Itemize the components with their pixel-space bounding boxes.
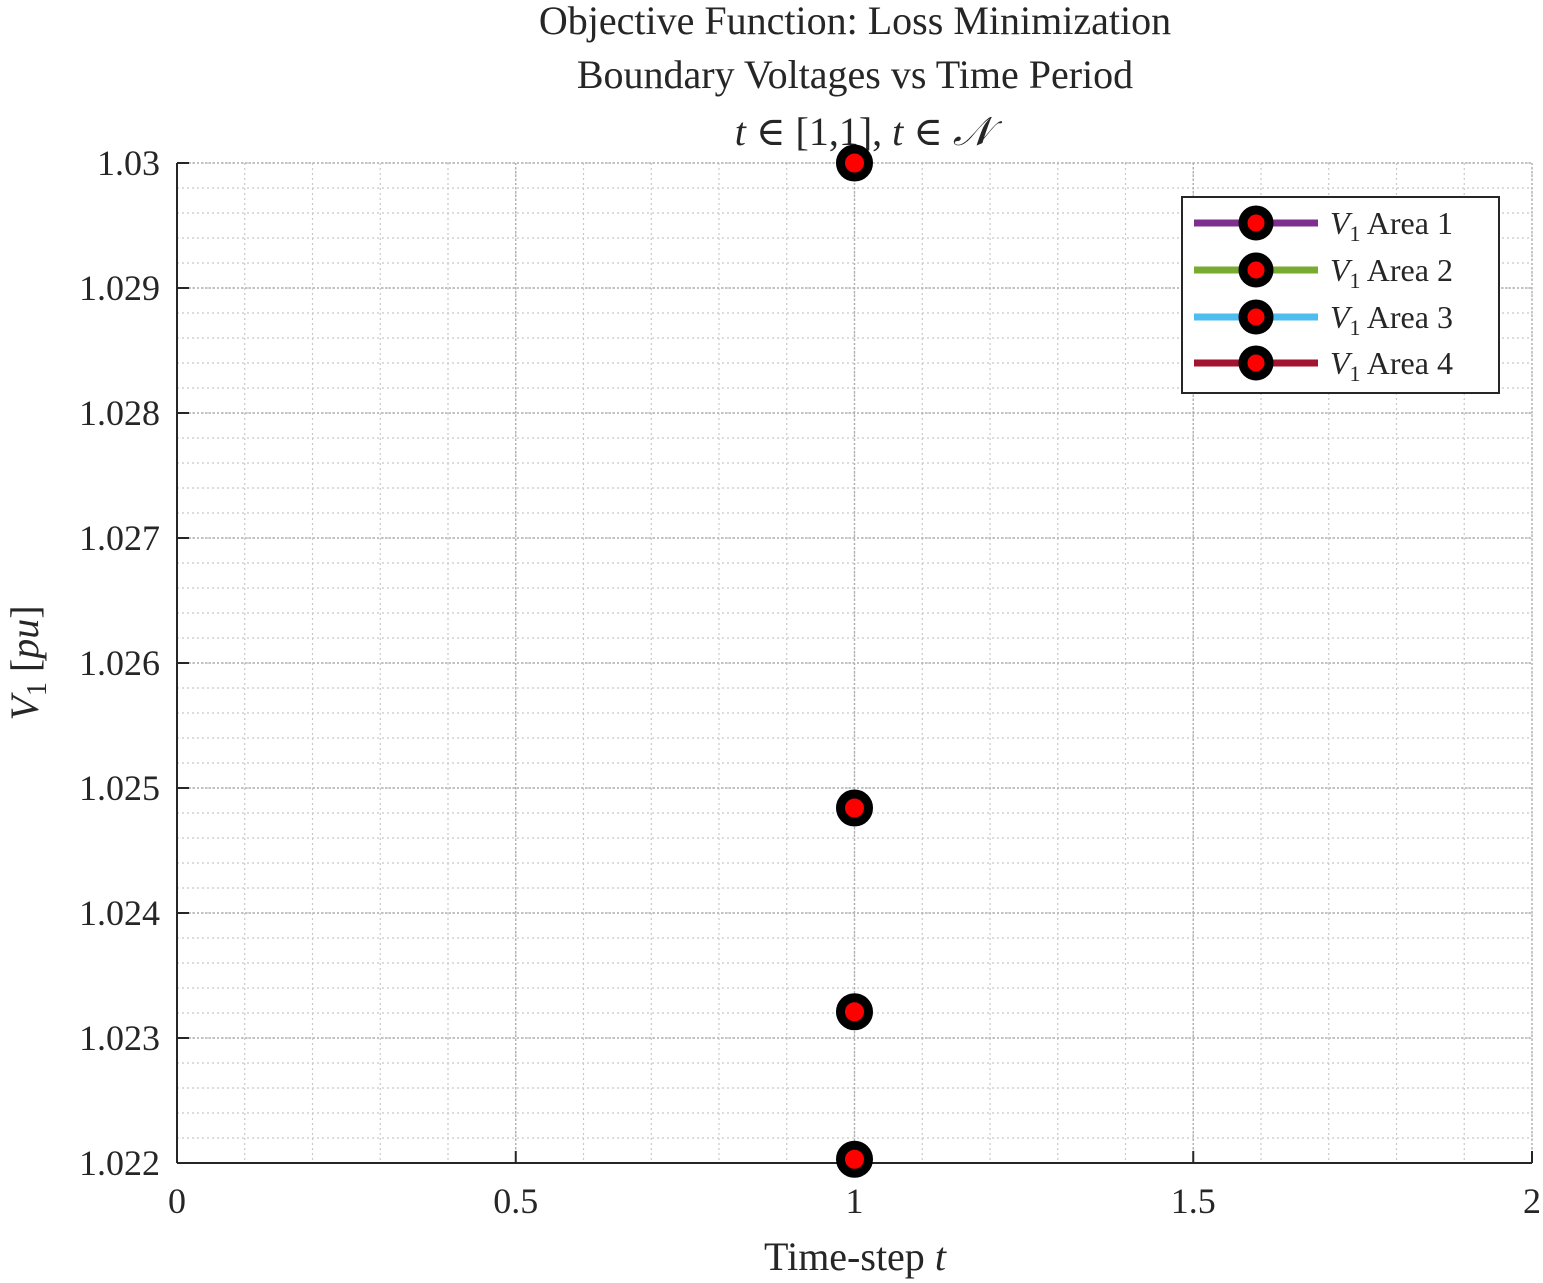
legend-entry-area-4: V1 Area 4 <box>1194 345 1453 386</box>
data-point-area-3 <box>836 993 873 1031</box>
legend-label-area-3: V1 Area 3 <box>1330 299 1453 340</box>
x-axis-label-var: t <box>935 1234 947 1279</box>
legend-entry-area-3: V1 Area 3 <box>1194 299 1453 340</box>
y-tick-label: 1.029 <box>79 268 160 308</box>
x-tick-label: 2 <box>1523 1181 1541 1221</box>
tick-label-layer: 0 0.5 1 1.5 2 1.022 1.023 1.024 1.025 1.026 1.027 1… <box>79 143 1541 1221</box>
x-axis-label: Time-step t <box>764 1234 947 1279</box>
y-tick-label: 1.025 <box>79 768 160 808</box>
legend-marker-area-4 <box>1238 345 1274 381</box>
chart-title-line-3: t ∈ [1,1], t ∈ 𝒩 <box>735 109 1003 154</box>
y-tick-label: 1.022 <box>79 1143 160 1183</box>
y-tick-label: 1.026 <box>79 643 160 683</box>
legend-label-area-1: V1 Area 1 <box>1330 205 1453 246</box>
x-tick-label: 1 <box>846 1181 864 1221</box>
data-point-area-1 <box>836 144 873 182</box>
legend-entry-area-2: V1 Area 2 <box>1194 252 1453 293</box>
x-tick-label: 0 <box>168 1181 186 1221</box>
y-tick-label: 1.03 <box>97 143 160 183</box>
x-tick-label: 0.5 <box>493 1181 538 1221</box>
data-point-area-4 <box>836 1140 873 1178</box>
legend-label-area-2: V1 Area 2 <box>1330 252 1453 293</box>
legend-marker-area-3 <box>1238 299 1274 335</box>
y-tick-label: 1.027 <box>79 518 160 558</box>
legend-entry-area-1: V1 Area 1 <box>1194 205 1453 246</box>
x-axis-label-main: Time-step <box>764 1234 935 1279</box>
svg-text:V1 [pu]: V1 [pu] <box>2 605 53 720</box>
chart-title-line-2: Boundary Voltages vs Time Period <box>577 52 1133 97</box>
x-tick-label: 1.5 <box>1171 1181 1216 1221</box>
legend-marker-area-2 <box>1238 252 1274 288</box>
chart-title-line-1: Objective Function: Loss Minimization <box>539 0 1171 43</box>
y-tick-label: 1.024 <box>79 893 160 933</box>
y-axis-label: V1 [pu] <box>2 605 53 720</box>
y-tick-label: 1.028 <box>79 393 160 433</box>
data-points-layer <box>836 144 873 1178</box>
y-tick-label: 1.023 <box>79 1018 160 1058</box>
legend-marker-area-1 <box>1238 205 1274 241</box>
legend-label-area-4: V1 Area 4 <box>1330 345 1453 386</box>
data-point-area-2 <box>836 789 873 827</box>
legend: V1 Area 1 V1 Area 2 V1 Area 3 V1 Area 4 <box>1181 196 1500 394</box>
